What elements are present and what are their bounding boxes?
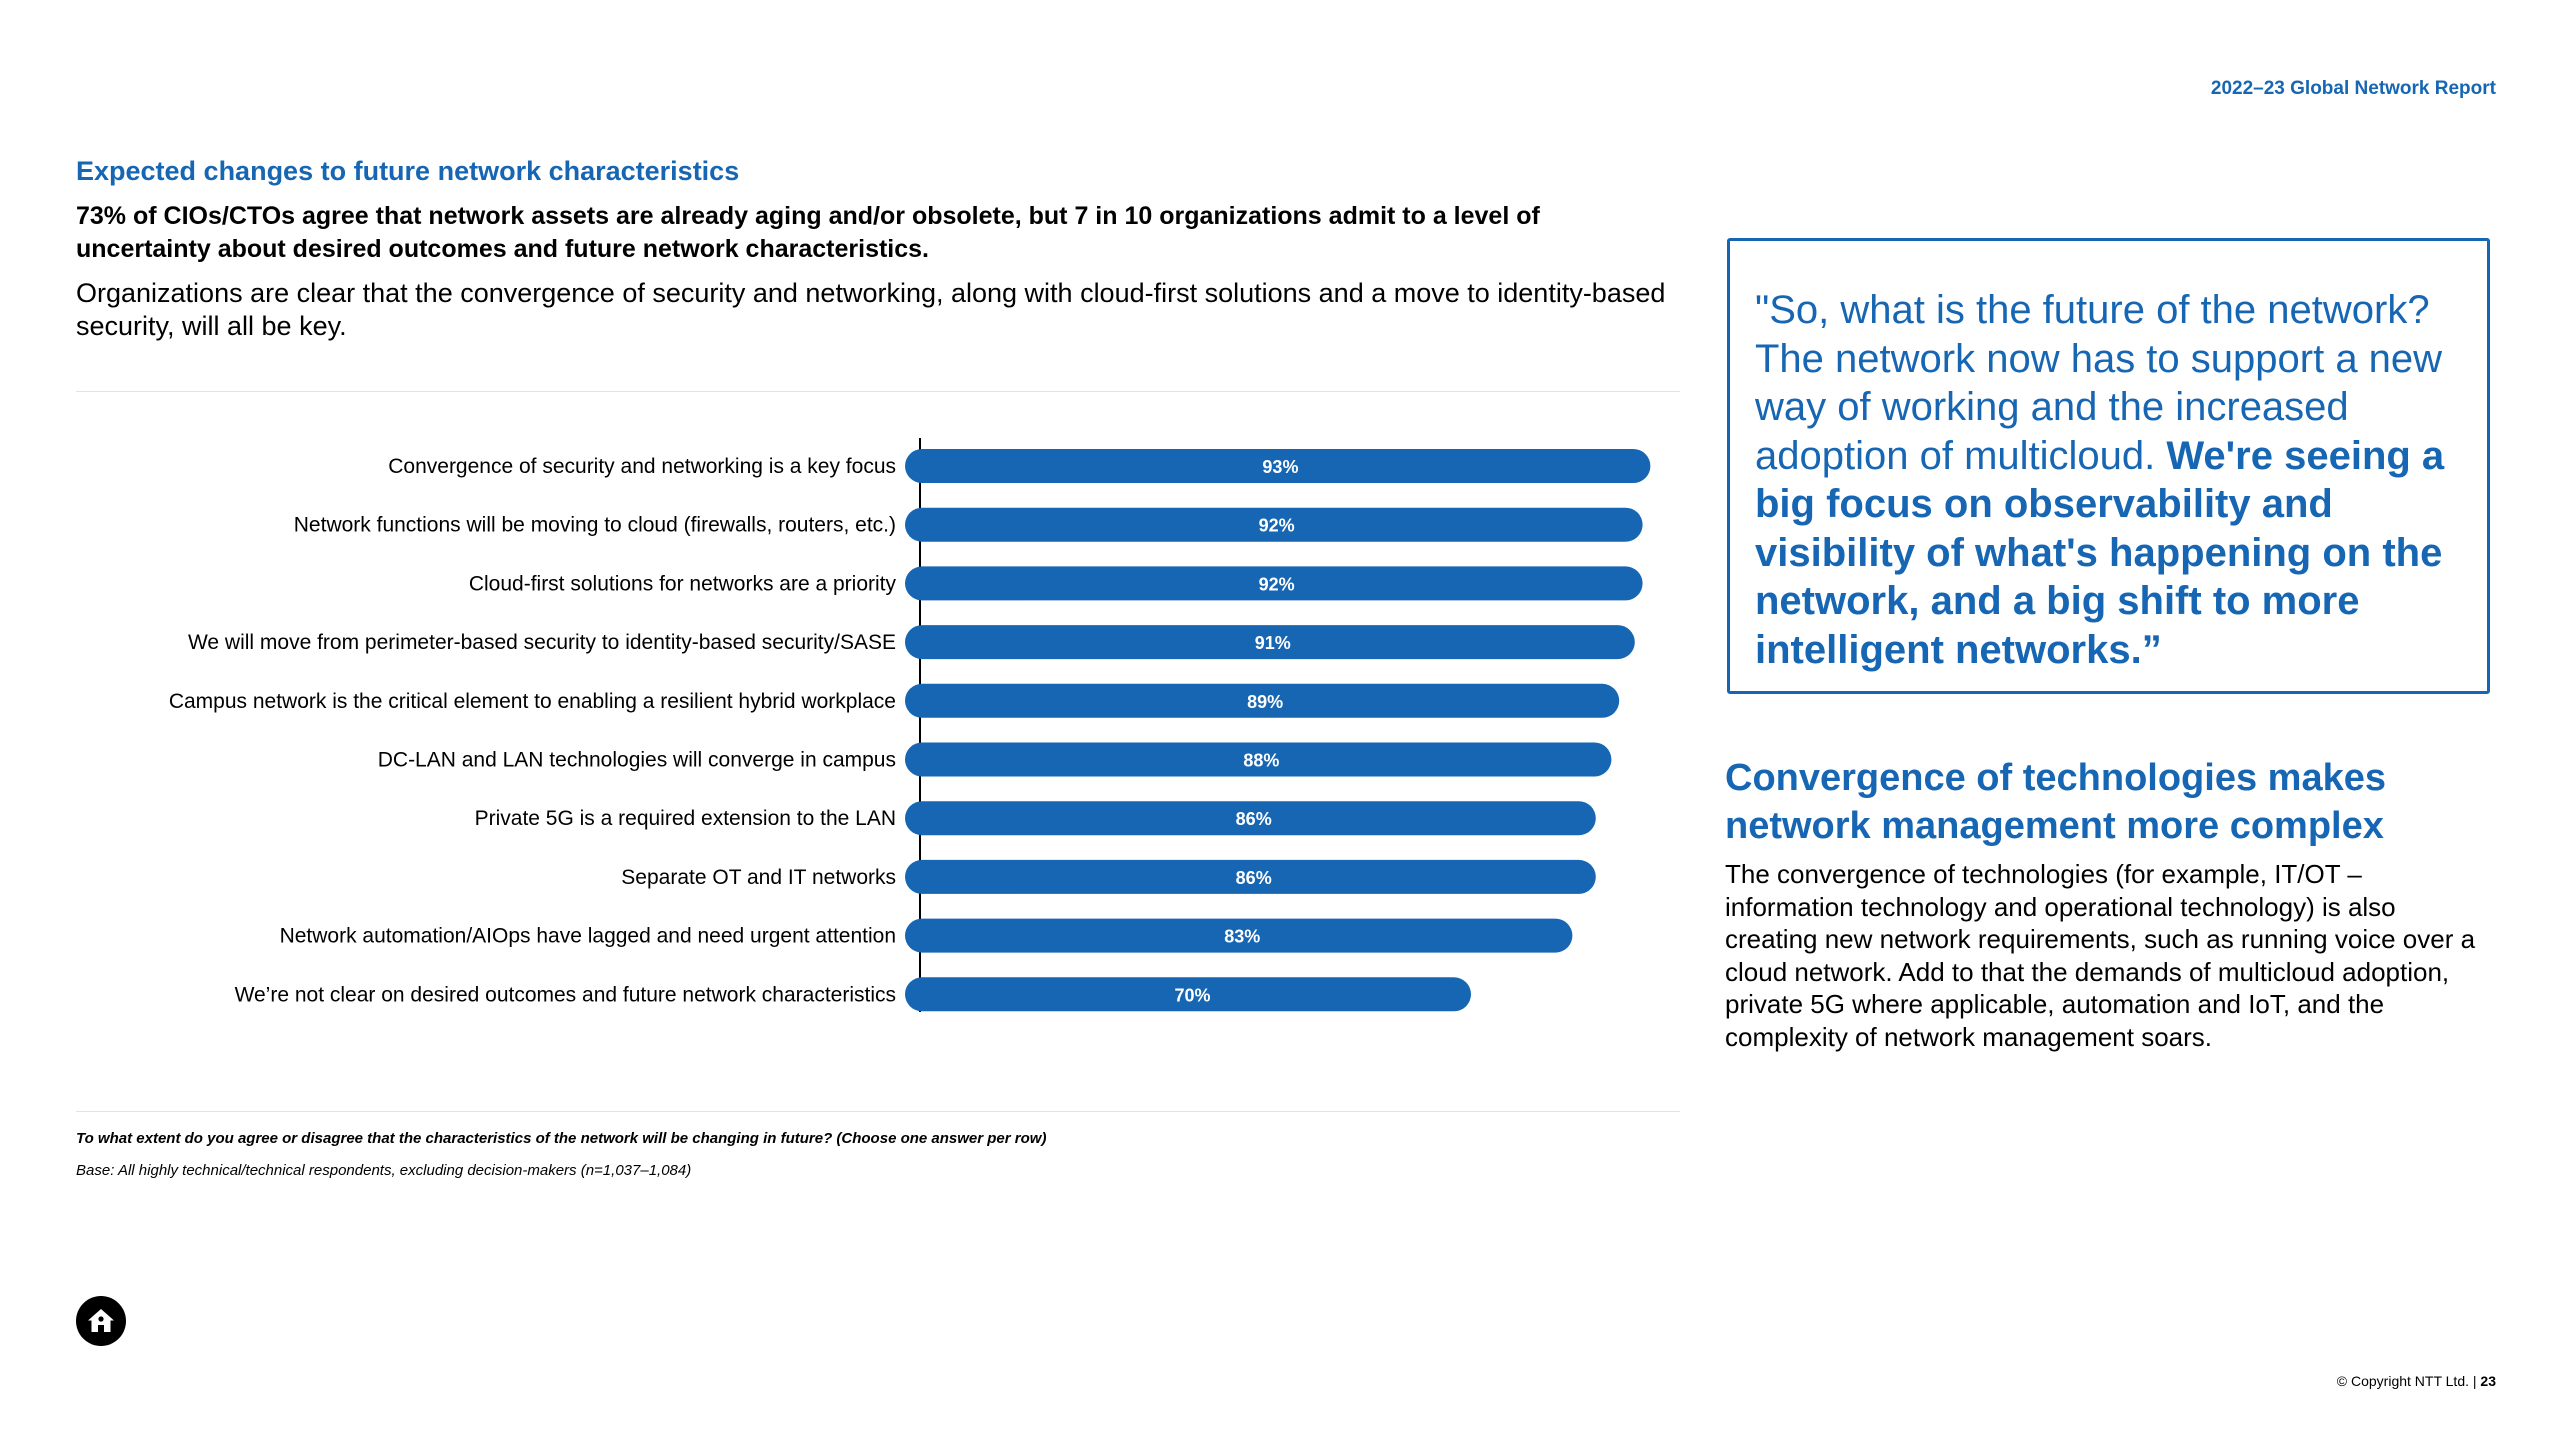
section-headline: 73% of CIOs/CTOs agree that network asse… bbox=[76, 202, 1540, 263]
category-label: DC-LAN and LAN technologies will converg… bbox=[378, 749, 896, 772]
side-title: Convergence of technologies makes networ… bbox=[1725, 757, 2386, 847]
side-body: The convergence of technologies (for exa… bbox=[1725, 859, 2476, 1052]
bottom-divider bbox=[76, 1111, 1680, 1112]
bar-value-label: 92% bbox=[1259, 574, 1295, 594]
category-label: Network functions will be moving to clou… bbox=[294, 514, 896, 537]
category-label: We’re not clear on desired outcomes and … bbox=[235, 983, 896, 1006]
category-label: Cloud-first solutions for networks are a… bbox=[469, 572, 897, 595]
bar bbox=[905, 449, 1651, 483]
section-title: Expected changes to future network chara… bbox=[76, 156, 740, 186]
quote-bold: We're seeing a big focus on observabilit… bbox=[1755, 433, 2445, 672]
section-intro: Organizations are clear that the converg… bbox=[76, 278, 1666, 341]
bar-value-label: 83% bbox=[1224, 927, 1260, 947]
category-label: Separate OT and IT networks bbox=[621, 866, 896, 889]
top-divider bbox=[76, 391, 1680, 392]
bar bbox=[905, 507, 1643, 542]
quote-regular: "So, what is the future of the network? … bbox=[1755, 288, 2443, 478]
bar-value-label: 88% bbox=[1243, 751, 1279, 771]
bar bbox=[905, 801, 1596, 836]
category-label: Campus network is the critical element t… bbox=[169, 690, 896, 713]
bar bbox=[905, 566, 1643, 601]
report-title: 2022–23 Global Network Report bbox=[2210, 78, 2496, 99]
bar-chart: Convergence of security and networking i… bbox=[169, 438, 1651, 1012]
bar-value-label: 89% bbox=[1247, 692, 1283, 712]
quote-text: "So, what is the future of the network? … bbox=[1755, 286, 2475, 674]
bar-value-label: 70% bbox=[1175, 985, 1211, 1005]
bar-value-label: 86% bbox=[1236, 809, 1272, 829]
bar-value-label: 86% bbox=[1236, 868, 1272, 888]
bar-value-label: 93% bbox=[1262, 457, 1298, 477]
bar bbox=[905, 742, 1612, 777]
category-label: Private 5G is a required extension to th… bbox=[475, 807, 896, 830]
bar bbox=[905, 683, 1620, 718]
bar bbox=[905, 977, 1471, 1012]
survey-base: Base: All highly technical/technical res… bbox=[76, 1162, 692, 1179]
survey-question: To what extent do you agree or disagree … bbox=[76, 1130, 1047, 1147]
bar bbox=[905, 625, 1635, 660]
bar bbox=[905, 859, 1596, 894]
home-icon bbox=[88, 1309, 114, 1332]
bar-value-label: 92% bbox=[1259, 516, 1295, 536]
copyright: © Copyright NTT Ltd. | 23 bbox=[2337, 1373, 2496, 1389]
category-label: Convergence of security and networking i… bbox=[388, 455, 896, 478]
bar-value-label: 91% bbox=[1255, 633, 1291, 653]
category-label: Network automation/AIOps have lagged and… bbox=[280, 925, 896, 948]
page-number: 23 bbox=[2480, 1373, 2496, 1389]
copyright-text: © Copyright NTT Ltd. | bbox=[2336, 1373, 2481, 1389]
home-button[interactable] bbox=[76, 1296, 126, 1346]
bar bbox=[905, 918, 1573, 953]
category-label: We will move from perimeter-based securi… bbox=[188, 631, 896, 654]
quote-box bbox=[1727, 238, 2490, 694]
